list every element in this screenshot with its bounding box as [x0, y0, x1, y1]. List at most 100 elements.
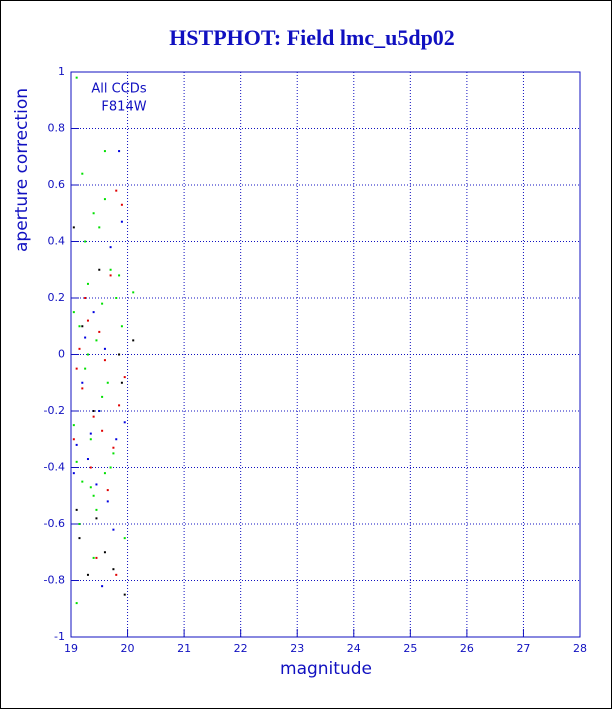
- point: [81, 387, 84, 390]
- point: [72, 226, 75, 229]
- point: [72, 311, 75, 314]
- point: [95, 508, 98, 511]
- point: [118, 353, 121, 356]
- point: [106, 381, 109, 384]
- point: [86, 458, 89, 461]
- point: [78, 325, 81, 328]
- x-tick-label: 20: [121, 642, 135, 655]
- point: [86, 353, 89, 356]
- x-tick-label: 23: [290, 642, 304, 655]
- point: [75, 460, 78, 463]
- point: [101, 395, 104, 398]
- point: [84, 297, 87, 299]
- point: [78, 523, 81, 525]
- point: [92, 410, 95, 412]
- y-tick-label: 0.4: [48, 235, 66, 248]
- y-tick-label: 0: [58, 348, 65, 361]
- x-tick-label: 22: [234, 642, 248, 655]
- point: [98, 226, 101, 229]
- point: [75, 76, 78, 79]
- x-tick-label: 25: [403, 642, 417, 655]
- point: [72, 472, 75, 475]
- point: [98, 268, 101, 271]
- point: [112, 446, 115, 449]
- point: [89, 432, 92, 435]
- point: [81, 172, 84, 175]
- point: [109, 268, 112, 271]
- point: [103, 150, 106, 153]
- point: [103, 551, 106, 554]
- point: [103, 198, 106, 201]
- point: [72, 424, 75, 427]
- point: [92, 311, 95, 314]
- point: [132, 291, 135, 294]
- point: [120, 381, 123, 384]
- point: [123, 593, 126, 596]
- point: [115, 573, 118, 576]
- point: [92, 556, 95, 559]
- point: [84, 336, 87, 339]
- point: [112, 452, 115, 455]
- y-axis-label: aperture correction: [12, 88, 32, 252]
- point: [103, 347, 106, 350]
- y-tick-label: -0.6: [44, 517, 65, 530]
- point: [86, 319, 89, 322]
- point: [81, 381, 84, 384]
- point: [81, 480, 84, 483]
- point: [84, 367, 87, 370]
- point: [106, 489, 109, 492]
- point: [81, 325, 84, 328]
- x-tick-label: 19: [64, 642, 78, 655]
- point: [92, 212, 95, 215]
- y-tick-label: 0.2: [48, 291, 66, 304]
- y-tick-label: -0.4: [44, 461, 65, 474]
- annotation: All CCDs: [91, 82, 146, 97]
- point: [123, 421, 126, 424]
- point: [109, 466, 112, 469]
- point: [75, 367, 78, 370]
- point: [78, 347, 81, 350]
- point: [118, 274, 121, 277]
- point: [106, 500, 109, 503]
- point: [92, 415, 95, 418]
- point: [89, 466, 92, 469]
- point: [75, 508, 78, 511]
- point: [95, 556, 98, 559]
- point: [98, 330, 101, 333]
- chart-title: HSTPHOT: Field lmc_u5dp02: [169, 25, 455, 50]
- point: [75, 602, 78, 605]
- point: [103, 359, 106, 362]
- x-tick-label: 21: [177, 642, 191, 655]
- point: [101, 585, 104, 588]
- point: [123, 537, 126, 540]
- point: [120, 203, 123, 206]
- y-tick-label: 1: [58, 65, 65, 78]
- y-tick-label: -0.8: [44, 574, 65, 587]
- point: [120, 220, 123, 223]
- point: [78, 537, 81, 540]
- point: [98, 410, 101, 412]
- y-tick-label: -1: [54, 630, 65, 643]
- point: [95, 483, 98, 486]
- x-tick-label: 26: [460, 642, 474, 655]
- y-tick-label: 0.6: [48, 178, 66, 191]
- point: [109, 274, 112, 277]
- point: [103, 472, 106, 475]
- point: [118, 150, 121, 153]
- point: [89, 486, 92, 489]
- x-axis-label: magnitude: [280, 659, 372, 679]
- point: [84, 240, 87, 243]
- annotation: F814W: [101, 100, 146, 115]
- point: [115, 189, 118, 192]
- point: [115, 297, 118, 299]
- point: [109, 246, 112, 249]
- x-tick-label: 28: [573, 642, 587, 655]
- point: [75, 443, 78, 446]
- point: [112, 528, 115, 531]
- point: [120, 325, 123, 328]
- point: [86, 282, 89, 285]
- point: [115, 438, 118, 441]
- x-tick-label: 24: [347, 642, 361, 655]
- point: [101, 429, 104, 432]
